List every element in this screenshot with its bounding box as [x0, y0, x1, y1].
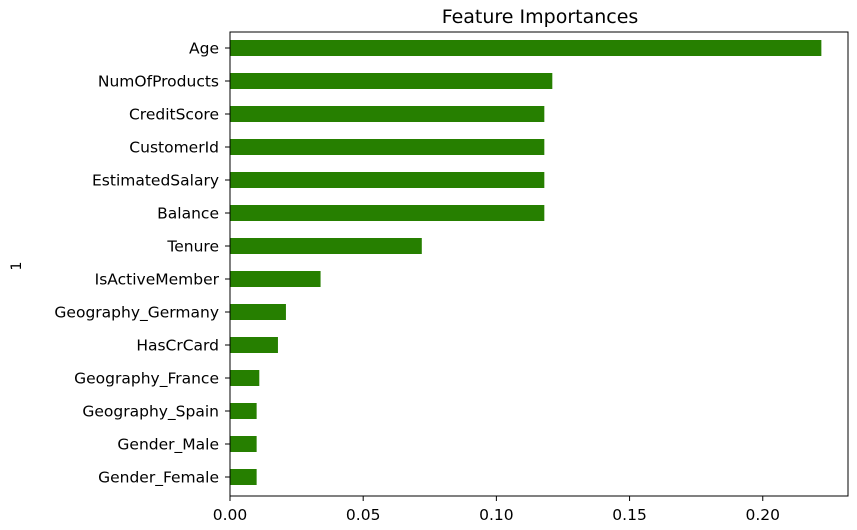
category-label: Age	[189, 40, 219, 58]
bar	[230, 271, 321, 287]
bar	[230, 238, 422, 254]
bar-group	[230, 40, 822, 485]
x-tick-label: 0.20	[746, 506, 781, 524]
bar	[230, 337, 278, 353]
x-tick-label: 0.15	[612, 506, 647, 524]
bar	[230, 304, 286, 320]
category-label: Tenure	[166, 238, 219, 256]
category-label: Gender_Female	[98, 469, 219, 488]
category-label: NumOfProducts	[98, 73, 219, 91]
category-label: HasCrCard	[136, 337, 219, 355]
category-labels: Age NumOfProducts CreditScore CustomerId Est…	[54, 40, 230, 488]
category-label: EstimatedSalary	[92, 172, 219, 190]
category-label: Geography_France	[74, 370, 219, 389]
category-label: Geography_Germany	[54, 304, 219, 323]
category-label: Gender_Male	[117, 436, 219, 455]
y-axis-label: 1	[9, 262, 25, 271]
bar	[230, 370, 260, 386]
bar	[230, 403, 257, 419]
bar	[230, 205, 545, 221]
bar	[230, 469, 257, 485]
bar	[230, 40, 822, 56]
bar	[230, 436, 257, 452]
bar	[230, 106, 545, 122]
plot-frame	[229, 31, 849, 497]
category-label: IsActiveMember	[95, 271, 220, 289]
category-label: CustomerId	[129, 139, 219, 157]
category-label: CreditScore	[129, 106, 219, 124]
bar	[230, 73, 553, 89]
bar	[230, 139, 545, 155]
x-axis-ticks: 0.00 0.05 0.10 0.15 0.20	[213, 496, 780, 524]
bar	[230, 172, 545, 188]
category-label: Geography_Spain	[82, 403, 219, 422]
x-tick-label: 0.00	[213, 506, 248, 524]
chart-title: Feature Importances	[442, 6, 639, 28]
x-tick-label: 0.05	[346, 506, 381, 524]
category-label: Balance	[157, 205, 219, 223]
x-tick-label: 0.10	[479, 506, 514, 524]
